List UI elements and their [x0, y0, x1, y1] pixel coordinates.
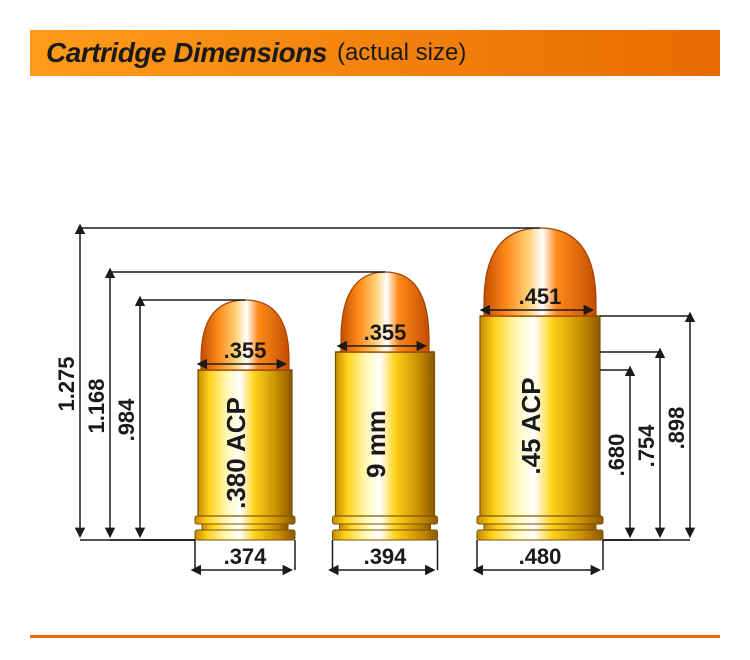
base-width-label: .480: [519, 544, 562, 569]
bullet-width-label: .355: [224, 338, 267, 363]
cartridge-groove: [484, 524, 596, 530]
cartridge-rim: [477, 530, 603, 540]
cartridge-name: .45 ACP: [516, 377, 546, 474]
base-width-label: .374: [224, 544, 268, 569]
cartridge-groove: [340, 524, 431, 530]
cartridge-rim2: [477, 516, 603, 524]
bottom-rule: [30, 635, 720, 638]
height-label-left: 1.275: [54, 356, 79, 411]
title-paren: (actual size): [337, 39, 466, 67]
cartridge-rim: [195, 530, 295, 540]
bullet-width-label: .451: [519, 284, 562, 309]
cartridge-rim: [333, 530, 438, 540]
height-label-right: .754: [634, 424, 659, 468]
cartridge-name: 9 mm: [361, 410, 391, 478]
height-label-left: 1.168: [84, 378, 109, 433]
title-bold: Cartridge Dimensions: [46, 37, 327, 69]
cartridge-groove: [202, 524, 288, 530]
base-width-label: .394: [364, 544, 408, 569]
cartridge-rim2: [333, 516, 438, 524]
bullet-width-label: .355: [364, 320, 407, 345]
height-label-right: .898: [664, 407, 689, 450]
diagram-area: .355 .380 ACP .374 .355 9 mm .394 .451 .45 ACP.…: [30, 100, 720, 630]
cartridge-rim2: [195, 516, 295, 524]
diagram-svg: .355 .380 ACP .374 .355 9 mm .394 .451 .45 ACP.…: [30, 100, 720, 620]
height-label-right: .680: [604, 434, 629, 477]
title-bar: Cartridge Dimensions (actual size): [30, 30, 720, 76]
cartridge-name: .380 ACP: [221, 397, 251, 509]
height-label-left: .984: [114, 398, 139, 442]
